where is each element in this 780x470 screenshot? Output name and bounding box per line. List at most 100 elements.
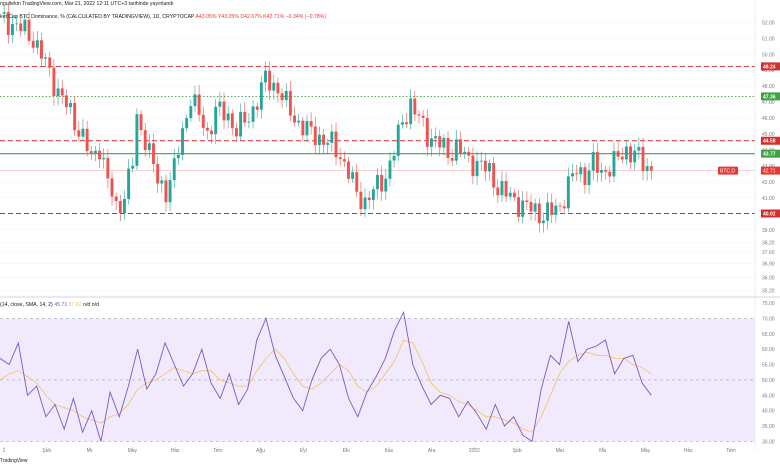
candle-body <box>205 127 209 131</box>
price-tick-label: 38.20 <box>762 241 775 247</box>
candle-body <box>214 106 218 135</box>
candle-body <box>48 57 52 68</box>
time-tick-label: Haz <box>171 448 180 454</box>
candle-body <box>110 178 114 197</box>
candle-body <box>251 106 255 122</box>
candle-body <box>139 114 143 131</box>
candle-body <box>463 151 467 154</box>
candle-body <box>305 121 309 136</box>
candle-body <box>330 131 334 143</box>
symbol-tag-label: BTC.D <box>720 169 735 175</box>
candle-body <box>19 23 23 32</box>
candle-body <box>6 12 10 36</box>
candle-body <box>230 113 234 129</box>
candle-body <box>624 146 628 160</box>
price-tick-label: 36.00 <box>762 276 775 282</box>
candle-body <box>102 157 106 160</box>
candle-body <box>210 130 214 135</box>
candle-body <box>442 137 446 148</box>
rsi-axis: 75.00 70.00 65.00 60.00 55.00 50.00 45.00 40.00… <box>762 301 775 445</box>
candle-body <box>413 98 417 115</box>
time-tick-label: Haz <box>684 448 693 454</box>
candle-body <box>371 189 375 201</box>
candle-body <box>421 115 425 118</box>
level-label: 47.36 <box>763 94 776 100</box>
candle-body <box>143 130 147 151</box>
price-tick-label: 47.00 <box>762 100 775 106</box>
candle-body <box>301 120 305 136</box>
candle-body <box>114 196 118 202</box>
candle-body <box>409 98 413 125</box>
candle-body <box>550 202 554 215</box>
candle-body <box>268 70 272 91</box>
candle-body <box>351 172 355 179</box>
candle-body <box>396 124 400 156</box>
candle-body <box>376 174 379 190</box>
candle-body <box>454 139 458 161</box>
rsi-value: 45.71 <box>54 302 68 308</box>
time-tick-label: Ara <box>428 448 436 454</box>
candle-body <box>575 173 579 175</box>
rsi-sma-value: 57.82 <box>68 302 82 308</box>
candle-body <box>475 160 479 177</box>
time-tick-label: Eyl <box>300 448 307 454</box>
candle-body <box>525 200 529 203</box>
candle-body <box>459 139 462 154</box>
symbol-tag <box>718 166 738 175</box>
candle-body <box>10 24 14 36</box>
rsi-tick-label: 65.00 <box>762 332 775 338</box>
candle-body <box>259 82 263 110</box>
candle-body <box>649 166 653 171</box>
time-tick-label: Şub <box>513 448 522 454</box>
price-tick-label: 50.00 <box>762 52 775 58</box>
candle-body <box>504 180 508 197</box>
candle-body <box>60 88 64 96</box>
candle-body <box>529 202 533 212</box>
level-tag <box>761 209 780 218</box>
candle-body <box>44 57 48 59</box>
candle-body <box>446 137 450 158</box>
price-tick-label: 37.60 <box>762 250 775 256</box>
candle-body <box>27 19 31 41</box>
candle-body <box>479 160 483 162</box>
price-tick-label: 52.00 <box>762 20 775 26</box>
candle-body <box>612 151 616 177</box>
candle-body <box>483 160 487 172</box>
candle-body <box>347 161 350 179</box>
candle-body <box>106 157 110 179</box>
time-tick-label: Nis <box>599 448 607 454</box>
time-tick-label: May <box>641 448 651 454</box>
candle-body <box>571 173 574 177</box>
candle-body <box>93 150 97 154</box>
candle-body <box>77 130 81 137</box>
time-tick-label: 2022 <box>469 448 480 454</box>
candle-body <box>73 102 77 131</box>
level-tag <box>761 136 780 145</box>
candle-body <box>172 158 176 181</box>
candle-body <box>243 111 247 123</box>
candle-body <box>425 117 429 147</box>
candle-body <box>189 106 193 119</box>
rsi-line <box>0 310 652 443</box>
candle-body <box>118 201 122 214</box>
candle-body <box>600 170 603 173</box>
price-tick-label: 39.00 <box>762 228 775 234</box>
candle-body <box>388 160 392 179</box>
rsi-title[interactable]: (14, close, SMA, 14, 2) <box>0 302 53 308</box>
price-tick-label: 51.00 <box>762 36 775 42</box>
time-tick-label: May <box>128 448 138 454</box>
candle-body <box>566 176 570 209</box>
candle-body <box>620 156 624 160</box>
price-tick-label: 36.90 <box>762 261 775 267</box>
candle-body <box>293 115 296 123</box>
candle-body <box>417 114 421 116</box>
rsi-tick-label: 45.00 <box>762 393 775 399</box>
level-label: 40.02 <box>763 212 776 218</box>
symbol-name[interactable]: ket Cap BTC Dominance, % (CALCULATED BY … <box>0 14 195 20</box>
price-tick-label: 42.00 <box>762 180 775 186</box>
candle-body <box>52 67 56 96</box>
candle-body <box>135 114 139 166</box>
candle-body <box>89 151 93 154</box>
candle-body <box>558 205 562 207</box>
